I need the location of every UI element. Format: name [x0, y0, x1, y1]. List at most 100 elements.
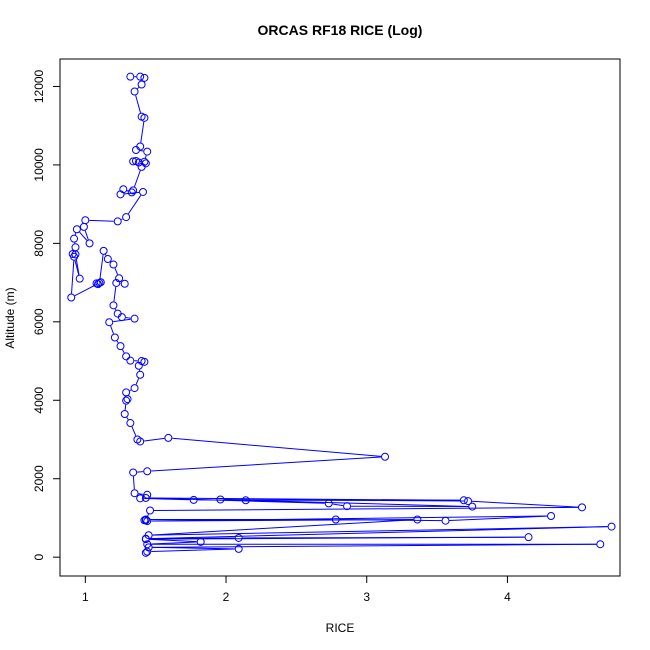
data-point	[126, 419, 135, 428]
series-segment	[113, 286, 117, 302]
data-point	[105, 318, 114, 327]
data-point	[578, 503, 587, 512]
data-point	[216, 495, 225, 504]
data-point	[381, 452, 390, 461]
x-axis: 1 2 3 4	[82, 575, 511, 604]
data-point	[72, 225, 81, 234]
series-segment	[124, 191, 140, 195]
data-point	[116, 190, 125, 199]
data-point	[123, 395, 132, 404]
data-point	[136, 370, 145, 379]
data-point	[143, 147, 152, 156]
y-tick-label: 12000	[32, 69, 46, 103]
series-segment	[131, 426, 137, 437]
x-tick-label: 2	[223, 590, 230, 604]
data-point	[129, 468, 138, 477]
series-segment	[137, 86, 140, 90]
data-point	[441, 516, 450, 525]
data-point	[137, 162, 146, 171]
x-axis-label: RICE	[326, 621, 355, 635]
data-point	[116, 342, 125, 351]
series-segment	[152, 526, 608, 536]
data-point	[234, 544, 243, 553]
series-segment	[121, 349, 125, 354]
chart-title: ORCAS RF18 RICE (Log)	[258, 22, 423, 38]
series-segment	[75, 258, 80, 275]
data-point	[134, 361, 143, 370]
data-point	[120, 409, 129, 418]
series-segment	[151, 519, 414, 522]
data-point	[122, 352, 131, 361]
series-segment	[145, 155, 147, 159]
series-segment	[99, 254, 104, 280]
series-segment	[152, 543, 597, 548]
data-point	[130, 384, 139, 393]
series-segment	[71, 260, 75, 294]
data-point	[413, 515, 422, 524]
x-tick-label: 1	[82, 590, 89, 604]
series-segment	[144, 497, 190, 501]
data-point	[112, 278, 121, 287]
series-segment	[79, 231, 88, 241]
data-point	[140, 113, 149, 122]
x-tick-label: 4	[504, 590, 511, 604]
x-tick-label: 3	[363, 590, 370, 604]
series-segment	[152, 546, 235, 550]
series-segment	[149, 497, 460, 501]
data-point	[109, 260, 118, 269]
y-tick-label: 10000	[32, 148, 46, 182]
y-axis-label: Altitude (m)	[3, 287, 17, 348]
series-segment	[129, 389, 132, 392]
series-segment	[149, 538, 197, 543]
data-point	[129, 186, 138, 195]
series-segment	[149, 536, 525, 540]
data-point	[331, 515, 340, 524]
data-point	[127, 188, 136, 197]
data-point	[139, 187, 148, 196]
data-point	[241, 496, 250, 505]
data-point	[103, 255, 112, 264]
data-point	[117, 313, 126, 322]
data-point	[93, 280, 102, 289]
data-point	[81, 216, 90, 225]
data-point	[109, 301, 118, 310]
series-segment	[135, 95, 142, 113]
series-segment	[116, 340, 119, 344]
series-segment	[74, 232, 77, 235]
data-point	[120, 279, 129, 288]
data-point	[130, 314, 139, 323]
series-segment	[149, 526, 608, 540]
series-segment	[449, 515, 548, 522]
series-segment	[89, 219, 114, 222]
data-point	[343, 502, 352, 511]
data-point	[468, 502, 477, 511]
series-layer	[67, 72, 616, 557]
data-point	[143, 547, 152, 556]
data-point	[136, 494, 145, 503]
data-point	[324, 499, 333, 508]
data-point	[189, 495, 198, 504]
data-point	[459, 496, 468, 505]
series-segment	[137, 471, 144, 473]
series-segment	[172, 437, 382, 457]
data-point	[596, 540, 605, 549]
series-segment	[472, 500, 579, 508]
series-segment	[140, 121, 145, 143]
series-segment	[74, 283, 98, 297]
data-point	[140, 73, 149, 82]
data-point	[196, 537, 205, 546]
data-point	[141, 535, 150, 544]
data-point	[164, 433, 173, 442]
y-tick-label: 8000	[32, 230, 46, 257]
data-point	[71, 250, 80, 259]
data-point	[137, 80, 146, 89]
y-tick-label: 6000	[32, 308, 46, 335]
series-segment	[154, 506, 579, 511]
data-point	[524, 533, 533, 542]
series-segment	[134, 170, 141, 187]
data-point	[141, 548, 150, 557]
data-point	[122, 213, 131, 222]
data-point	[75, 274, 84, 283]
data-point	[126, 356, 135, 365]
